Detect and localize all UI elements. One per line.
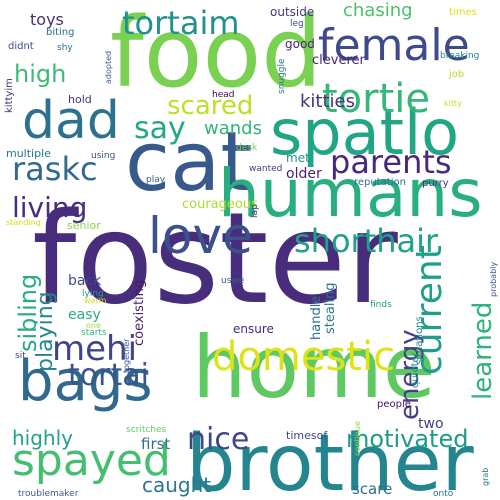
word-met: met [286,151,310,165]
word-stealing: stealing [323,282,338,334]
word-timesof: timesof [286,429,328,442]
word-high: high [14,60,66,88]
word-together: together [122,338,131,373]
word-grab: grab [481,468,490,486]
word-energy: energy [395,329,425,420]
word-wanted: wanted [249,164,282,174]
word-finds: finds [370,300,392,310]
word-uswe: uswe [221,276,245,286]
word-hold: hold [68,93,92,106]
word-breaking: breaking [440,51,479,61]
word-good: good [285,37,315,51]
word-kittyim: kittyim [4,78,15,113]
word-older: older [286,166,322,182]
word-shorthair: shorthair [294,222,439,260]
word-caught: caught [142,473,211,497]
word-tortie: tortie [322,76,430,122]
word-learned: learned [468,302,498,400]
word-home: home [192,318,436,418]
word-sibling: sibling [14,274,42,352]
word-scared: scared [167,91,253,121]
word-bags: bags [18,349,153,414]
word-continue: continue [353,421,362,456]
word-times: times [449,7,477,18]
word-wands: wands [204,118,262,139]
word-dad: dad [22,91,120,151]
word-troublemaker: troublemaker [18,489,79,499]
word-current: current [409,245,450,375]
word-purry: purry [422,178,449,189]
word-probably: probably [489,262,498,297]
word-starts: starts [81,328,107,338]
word-easy: easy [68,307,101,323]
word-lap: lap [250,204,260,218]
word-kitty: kitty [444,99,462,108]
word-first: first [141,435,170,453]
word-one: one [86,321,101,330]
word-spayed: spayed [12,435,171,486]
word-living: living [12,191,87,224]
word-snuggle: snuggle [277,58,287,94]
word-foster: foster [32,185,398,332]
word-tortai: tortai [68,358,149,393]
word-people: people [377,399,411,410]
word-female: female [318,20,470,71]
word-playing: playing [33,291,58,372]
word-onto: onto [433,489,454,499]
word-say: say [134,111,186,146]
word-courageous: courageous [182,197,258,212]
word-scritches: scritches [126,425,167,435]
word-leg: leg [290,19,304,29]
word-two: two [418,416,444,432]
word-senior: senior [67,219,101,232]
word-adopted: adopted [104,51,113,84]
word-tortaim: tortaim [122,4,240,42]
word-mehi: mehi [52,329,137,369]
word-using: using [91,151,115,161]
word-cat: cat [125,115,252,210]
word-motivated: motivated [346,425,468,453]
word-job: job [448,69,464,80]
word-parents: parents [330,143,452,181]
word-scare: scare [352,480,392,498]
word-didnt: didnt [8,41,34,52]
word-brother: brother [186,419,475,500]
word-raskc: raskc [12,150,98,188]
word-shy: shy [57,43,73,53]
word-quieter: quieter [410,351,421,388]
word-handle: handle [309,296,324,340]
word-multiple: multiple [6,147,51,160]
word-chasing: chasing [343,0,413,21]
word-biting: biting [46,27,75,38]
word-kitties: kitties [300,91,355,112]
word-standing: standing [6,218,41,227]
word-humans: humans [218,155,483,232]
word-coexisting: coexisting [132,280,147,346]
word-reputation: reputation [354,177,406,188]
word-cleverer: cleverer [312,53,366,68]
word-desk: desk [236,143,258,153]
word-play: play [146,175,166,185]
word-love: love [148,207,253,265]
word-back: back [68,273,102,289]
word-highly: highly [12,426,73,450]
word-situations: situations [414,316,425,365]
word-ensure: ensure [233,322,274,336]
word-warm: warm [84,296,107,305]
word-head: head [212,90,234,100]
word-lying: lying [82,289,104,299]
word-outside: outside [270,5,314,19]
word-domestic: domestic [212,334,395,380]
word-toys: toys [30,10,64,29]
word-food: food [110,0,322,109]
word-sit: sit [15,351,26,361]
word-spatlo: spatlo [270,96,459,169]
word-nice: nice [187,422,249,457]
